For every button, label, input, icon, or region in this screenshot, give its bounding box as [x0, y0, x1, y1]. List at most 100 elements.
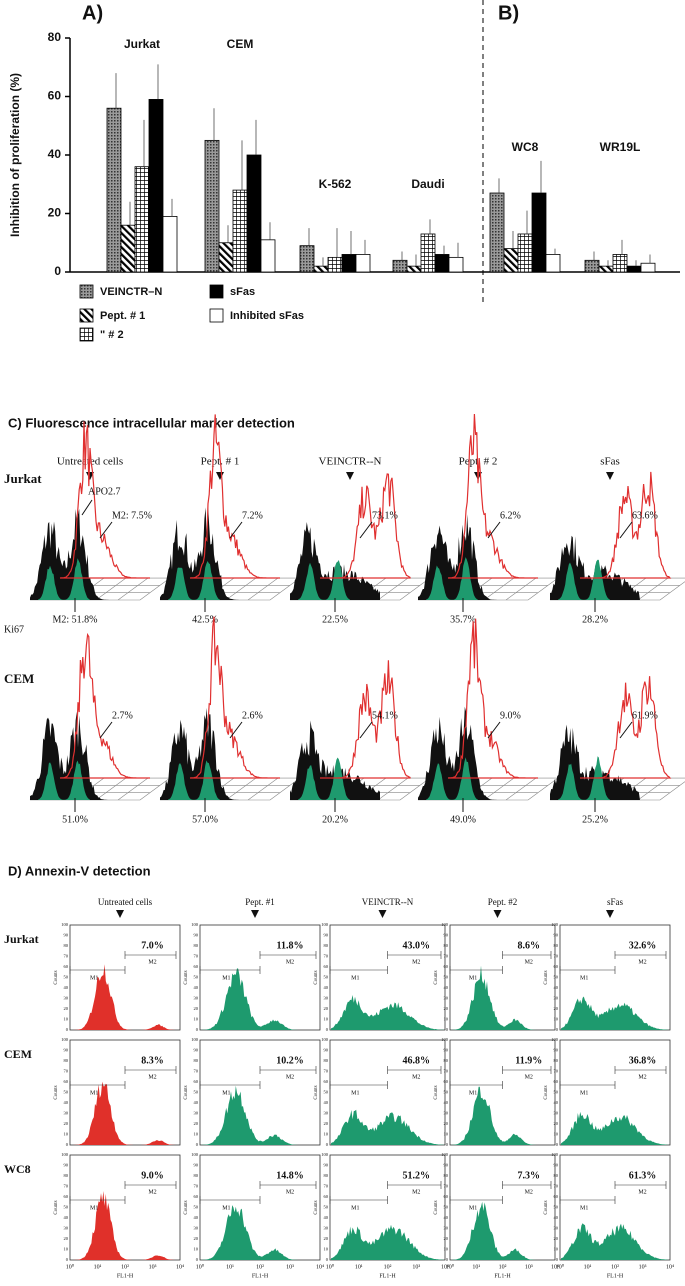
y-tick-label: 10 [444, 1247, 449, 1252]
bar [640, 262, 656, 273]
x-axis-title: FL1-H [494, 1273, 511, 1279]
gate-label: M2 [412, 959, 420, 965]
y-tick-label: 40 [194, 1215, 199, 1220]
y-tick-label: 10 [194, 1017, 199, 1022]
histogram [561, 1111, 669, 1145]
category-label: Daudi [411, 177, 444, 191]
y-tick-label: 50 [194, 1205, 199, 1210]
y-tick-label: 60 [324, 1194, 329, 1199]
y-tick-label: 20 [554, 1236, 559, 1241]
gate-m2 [387, 1181, 442, 1189]
row-label: WC8 [4, 1162, 31, 1176]
gate-m2 [259, 951, 317, 959]
y-tick-label: 0 [326, 1257, 329, 1262]
y-tick-label: 30 [194, 1226, 199, 1231]
y-tick-label: 100 [61, 1037, 69, 1042]
y-tick-label: 20 [194, 1236, 199, 1241]
green-percent: 22.5% [322, 614, 348, 625]
y-tick-label: 70 [444, 1069, 449, 1074]
column-header: VEINCTR--N [362, 897, 414, 907]
y-tick-label: 30 [444, 996, 449, 1001]
y-tick-label: 0 [556, 1027, 559, 1032]
percent: 7.0% [141, 940, 164, 951]
column-header: sFas [607, 897, 624, 907]
column-header: VEINCTR--N [319, 456, 382, 468]
hist-red [59, 421, 150, 579]
bar [545, 254, 561, 273]
x-tick-label: 10⁴ [316, 1264, 324, 1270]
y-axis-title: Counts [314, 970, 319, 984]
y-tick-label: 20 [324, 1236, 329, 1241]
y-tick-label: 80 [194, 1058, 199, 1063]
callout [487, 521, 501, 539]
y-tick-label: 40 [64, 1215, 69, 1220]
red-percent: 73.1% [372, 510, 398, 521]
hist-red [189, 414, 280, 579]
y-tick-label: 90 [324, 1163, 329, 1168]
y-tick-label: 100 [551, 1152, 559, 1157]
y-tick-label: 40 [444, 985, 449, 990]
y-axis-title: Counts [434, 1085, 439, 1099]
y-tick-label: 0 [196, 1257, 199, 1262]
y-tick-label: 80 [324, 1173, 329, 1178]
y-axis-title: Counts [544, 1200, 549, 1214]
callout [99, 521, 113, 539]
legend-label: VEINCTR–N [100, 286, 162, 298]
y-tick-label: 30 [324, 996, 329, 1001]
red-percent: 2.6% [242, 710, 263, 721]
green-percent: M2: 51.8% [53, 614, 98, 625]
gate-m1 [559, 966, 616, 974]
gate-label: M1 [469, 1090, 477, 1096]
gate-m1 [559, 1081, 616, 1089]
gate-label: M2 [638, 959, 646, 965]
y-tick-label: 100 [441, 922, 449, 927]
hist-green [426, 757, 478, 800]
bar [204, 139, 220, 273]
percent: 43.0% [403, 940, 431, 951]
y-tick-label: 40 [194, 1100, 199, 1105]
gate-m1 [329, 1196, 388, 1204]
legend-label: " # 2 [100, 329, 124, 341]
y-tick-label: 100 [441, 1037, 449, 1042]
category-label: K-562 [319, 177, 352, 191]
y-tick-label: 30 [194, 996, 199, 1001]
x-tick-label: 10⁴ [666, 1264, 674, 1270]
category-label: Jurkat [124, 37, 160, 51]
green-percent: 28.2% [582, 614, 608, 625]
y-tick-label: 20 [64, 1006, 69, 1011]
y-axis-title: Counts [544, 1085, 549, 1099]
y-tick-label: 20 [444, 1236, 449, 1241]
gate-m1 [69, 1196, 126, 1204]
histogram [331, 1224, 444, 1260]
y-tick-label: 80 [48, 30, 62, 44]
bar [489, 192, 505, 273]
y-tick-label: 50 [194, 1090, 199, 1095]
bar [232, 189, 248, 273]
gate-m2 [614, 951, 667, 959]
x-tick-label: 10² [121, 1264, 129, 1270]
y-tick-label: 50 [324, 1205, 329, 1210]
y-tick-label: 100 [321, 1152, 329, 1157]
y-tick-label: 50 [444, 1090, 449, 1095]
y-tick-label: 40 [64, 985, 69, 990]
y-tick-label: 60 [444, 1079, 449, 1084]
y-tick-label: 40 [554, 985, 559, 990]
bar [134, 166, 150, 273]
x-tick-label: 10⁴ [441, 1264, 449, 1270]
gate-label: M2 [412, 1074, 420, 1080]
gate-m2 [124, 1066, 177, 1074]
hist-green [558, 559, 610, 600]
y-tick-label: 80 [444, 1173, 449, 1178]
x-axis-title: FL1-H [252, 1273, 269, 1279]
gate-label: M1 [351, 975, 359, 981]
histogram [331, 995, 444, 1030]
y-tick-label: 10 [444, 1132, 449, 1137]
histogram [71, 1081, 179, 1145]
callout [359, 721, 373, 739]
callout [359, 521, 373, 539]
legend-swatch [209, 308, 224, 323]
bar [392, 259, 408, 273]
panel-title: C) Fluorescence intracellular marker det… [8, 415, 295, 430]
y-tick-label: 20 [444, 1121, 449, 1126]
